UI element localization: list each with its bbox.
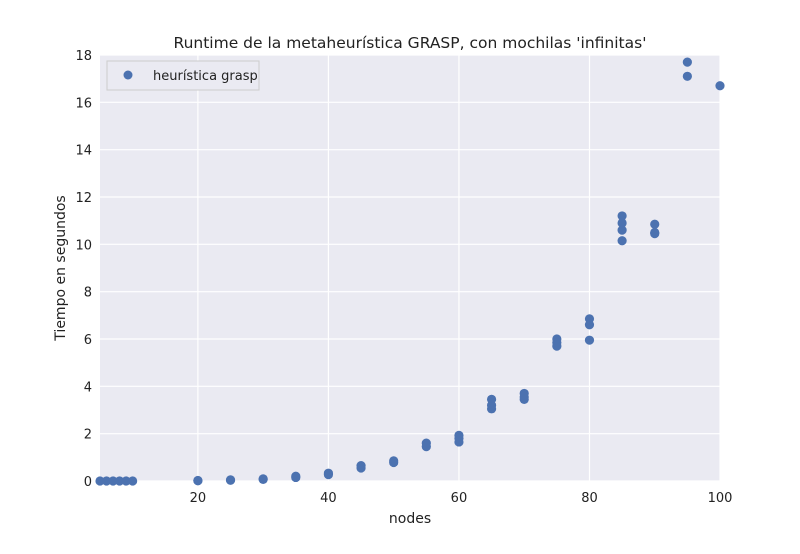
y-tick-label: 10: [75, 238, 92, 253]
data-point: [519, 388, 529, 399]
y-tick-label: 2: [84, 428, 92, 443]
y-axis-label: Tiempo en segundos: [53, 195, 69, 341]
data-point: [114, 476, 125, 486]
y-tick-label: 12: [75, 191, 92, 206]
x-tick-label: 40: [320, 491, 337, 506]
data-point: [323, 468, 334, 478]
data-point: [682, 57, 692, 67]
y-tick-label: 6: [84, 333, 92, 348]
y-tick-label: 0: [84, 475, 92, 490]
y-tick-label: 14: [75, 144, 92, 159]
data-point: [421, 438, 431, 448]
data-point: [101, 476, 112, 486]
y-tick-labels: 0 2 4 6 8 10 12 14 16 18: [75, 49, 92, 490]
data-point: [617, 236, 627, 246]
y-tick-label: 4: [84, 380, 92, 395]
data-point: [617, 211, 627, 221]
data-point: [225, 475, 236, 485]
data-point: [715, 81, 725, 91]
data-point: [258, 474, 268, 484]
data-point: [682, 71, 692, 81]
data-point: [650, 219, 660, 229]
legend-marker: [123, 70, 133, 80]
data-points: [95, 57, 725, 486]
data-point: [291, 471, 301, 481]
x-tick-label: 100: [708, 491, 733, 506]
x-axis-label: nodes: [389, 511, 431, 527]
data-point: [356, 461, 366, 471]
y-tick-label: 18: [75, 49, 92, 64]
plot-area: [100, 55, 720, 481]
legend: heurística grasp: [106, 60, 260, 91]
x-tick-label: 80: [581, 491, 598, 506]
data-point: [617, 218, 627, 228]
x-tick-label: 60: [451, 491, 468, 506]
data-point: [617, 225, 627, 235]
legend-label: heurística grasp: [153, 69, 258, 84]
data-point: [121, 476, 131, 486]
data-point: [128, 476, 138, 486]
x-tick-labels: 20 40 60 80 100: [190, 491, 733, 506]
data-point: [95, 476, 105, 486]
data-point: [552, 334, 562, 344]
grid-lines: [100, 54, 721, 482]
chart-title: Runtime de la metaheurística GRASP, con …: [174, 34, 647, 52]
data-point: [454, 430, 464, 440]
data-point: [108, 476, 118, 486]
data-point: [584, 335, 595, 345]
x-tick-label: 20: [190, 491, 207, 506]
y-tick-label: 16: [75, 96, 92, 111]
data-point: [584, 314, 595, 324]
data-point: [486, 394, 497, 404]
data-point: [389, 456, 399, 466]
y-tick-label: 8: [84, 286, 92, 301]
data-point: [650, 227, 660, 238]
data-point: [193, 475, 203, 486]
